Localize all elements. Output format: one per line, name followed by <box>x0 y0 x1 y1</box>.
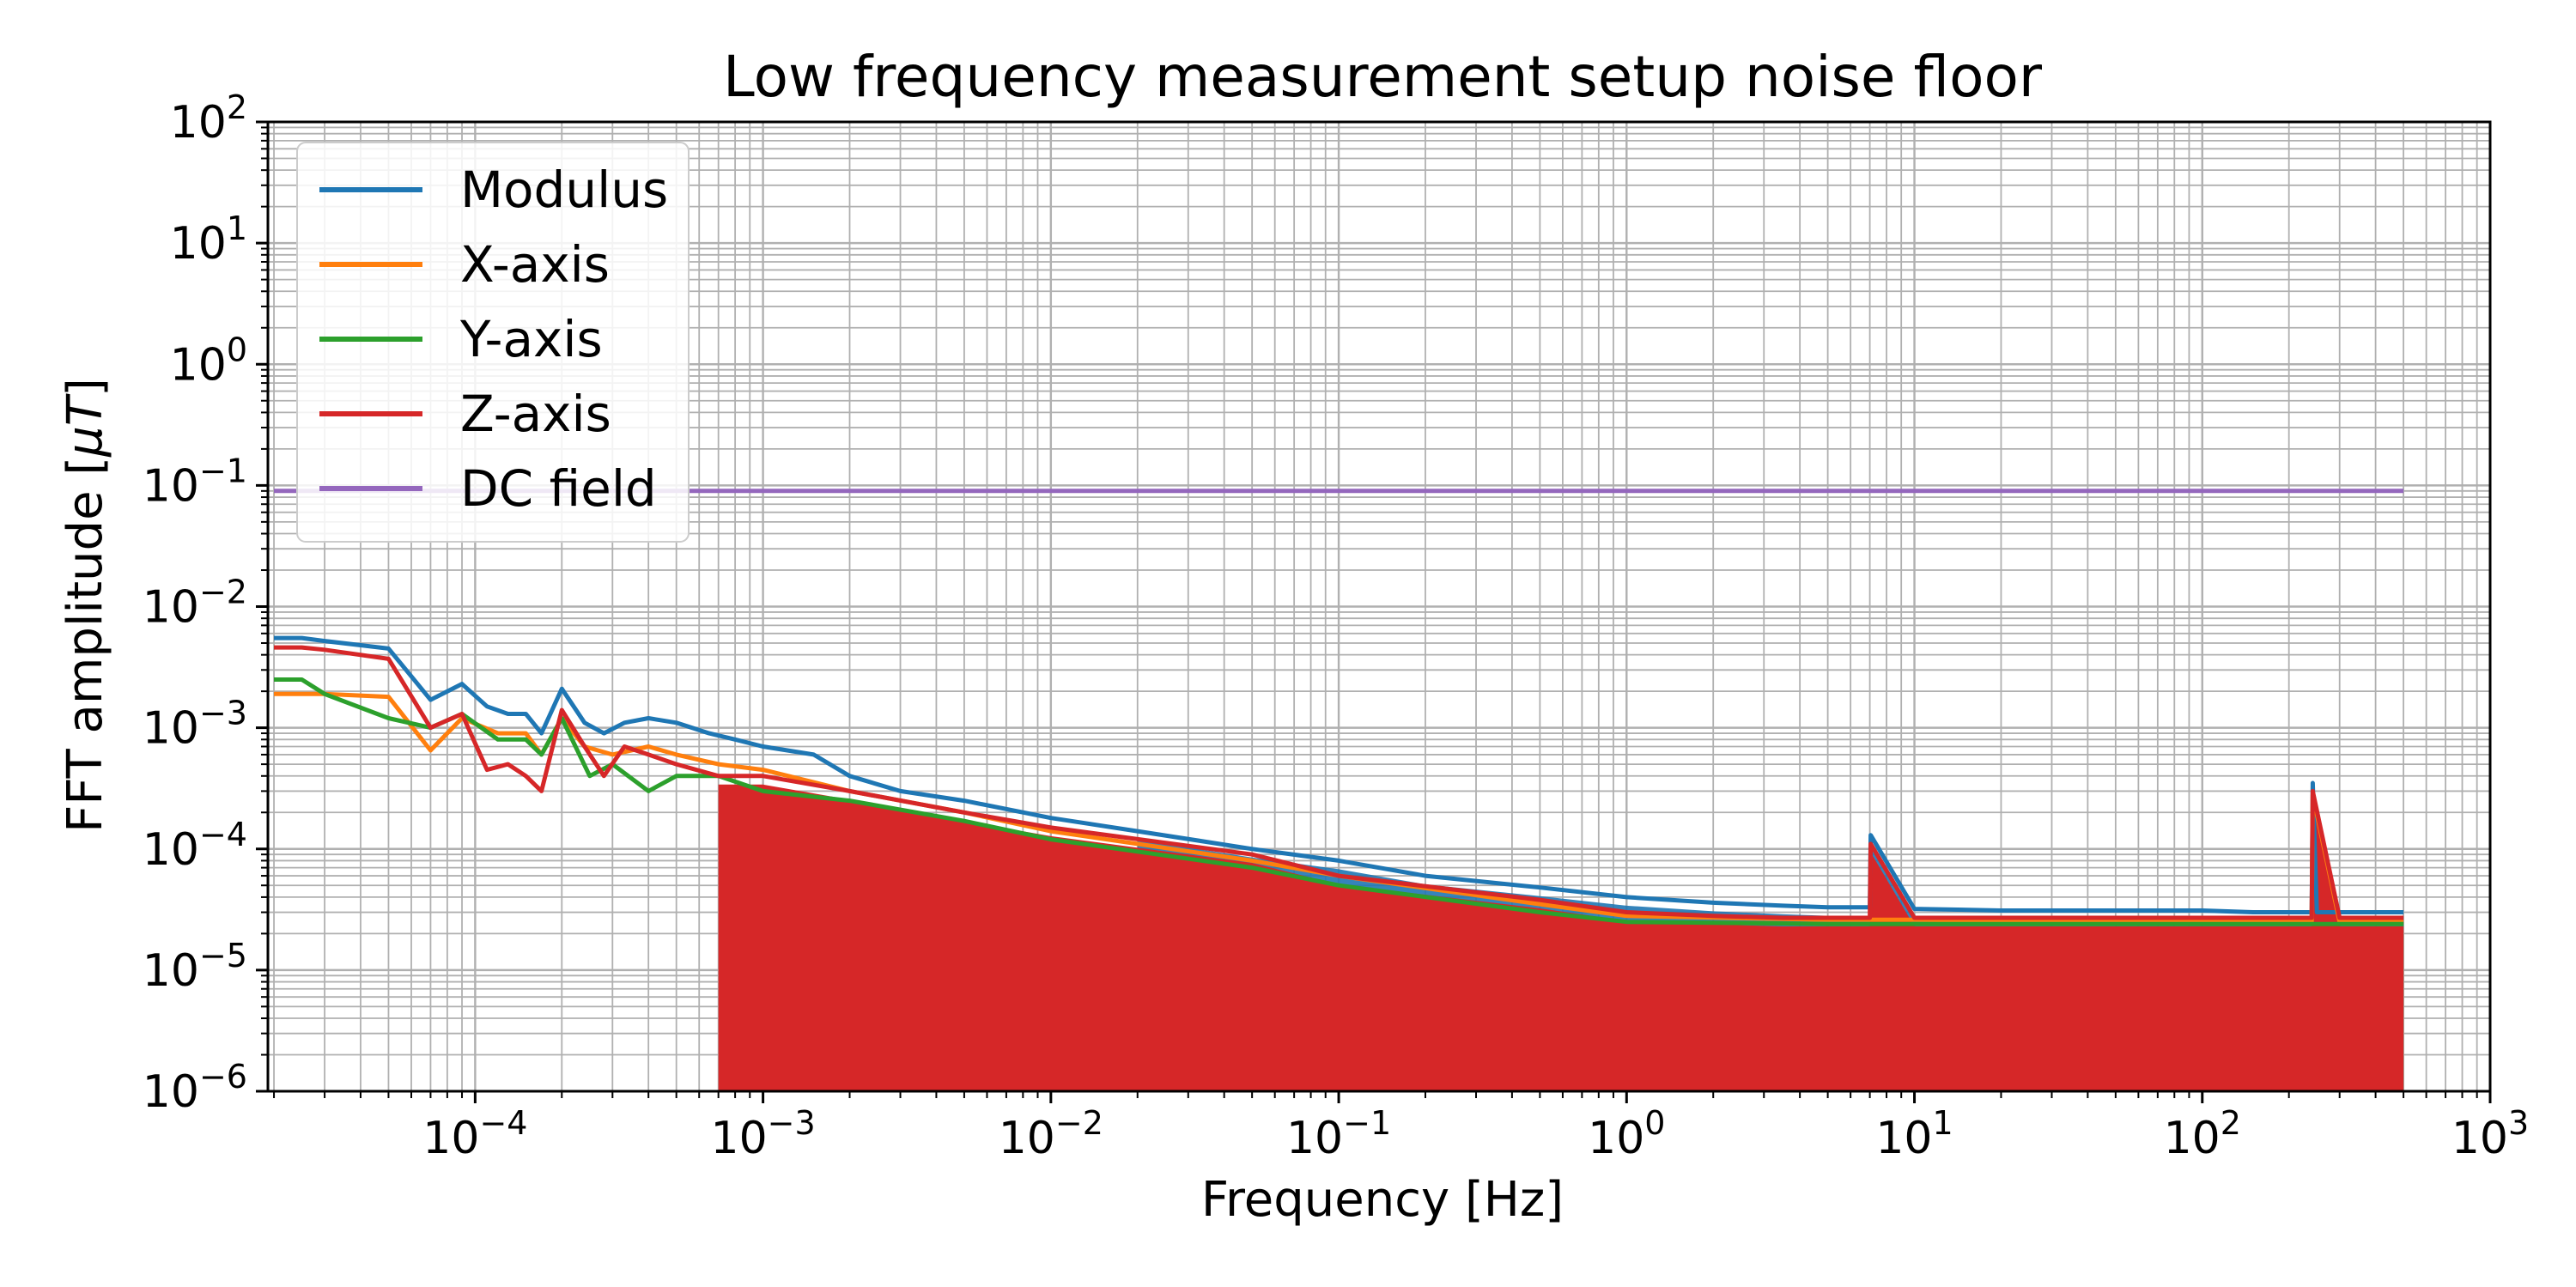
y-tick-exponent: −4 <box>199 816 247 853</box>
series-line-x-axis <box>274 691 2404 925</box>
noise-fill-layer <box>718 784 2404 1091</box>
legend-label-dc-field: DC field <box>460 459 657 518</box>
y-tick-base: 10 <box>143 824 199 876</box>
x-tick-base: 10 <box>1588 1113 1644 1164</box>
x-tick-label: 10−1 <box>1286 1104 1391 1164</box>
y-tick-exponent: −5 <box>199 937 247 974</box>
legend-label-x-axis: X-axis <box>460 235 610 294</box>
y-tick-exponent: −3 <box>199 695 247 732</box>
x-tick-label: 10−4 <box>422 1104 527 1164</box>
chart-title: Low frequency measurement setup noise fl… <box>723 44 2043 110</box>
y-tick-base: 10 <box>143 582 199 634</box>
series-line-modulus <box>274 635 2404 914</box>
y-tick-label: 10−2 <box>143 574 247 634</box>
tick-layer: 10−4 10−3 10−2 10−1 100 101 102 10310−610−510−4… <box>143 88 2529 1164</box>
y-tick-base: 10 <box>143 460 199 512</box>
x-axis-label: Frequency [Hz] <box>1201 1172 1564 1228</box>
series-layer <box>274 489 2404 926</box>
x-tick-label: 10−2 <box>999 1104 1103 1164</box>
y-tick-exponent: 2 <box>227 88 247 126</box>
x-tick-exponent: −1 <box>1343 1104 1391 1142</box>
x-tick-exponent: 2 <box>2221 1104 2241 1142</box>
y-tick-base: 10 <box>170 218 227 270</box>
x-tick-base: 10 <box>710 1113 767 1164</box>
x-tick-label: 101 <box>1875 1104 1953 1164</box>
y-tick-base: 10 <box>143 703 199 755</box>
x-tick-label: 10−3 <box>710 1104 815 1164</box>
legend-box <box>296 142 690 543</box>
x-tick-exponent: −3 <box>768 1104 816 1142</box>
x-tick-exponent: 3 <box>2508 1104 2529 1142</box>
legend-label-y-axis: Y-axis <box>459 310 603 368</box>
x-tick-exponent: 1 <box>1933 1104 1953 1142</box>
y-tick-label: 10−3 <box>143 695 247 755</box>
y-axis-label-unit: μT <box>58 393 113 458</box>
y-axis-label-prefix: FFT amplitude [ <box>58 457 113 833</box>
x-tick-base: 10 <box>2451 1113 2508 1164</box>
y-tick-exponent: −2 <box>199 574 247 611</box>
y-tick-label: 10−4 <box>143 816 247 876</box>
y-tick-base: 10 <box>143 945 199 997</box>
legend-label-z-axis: Z-axis <box>460 385 611 443</box>
legend: Modulus X-axis Y-axis Z-axis DC field <box>296 142 690 543</box>
x-tick-label: 102 <box>2164 1104 2241 1164</box>
y-tick-label: 10−1 <box>143 452 247 512</box>
x-tick-base: 10 <box>999 1113 1055 1164</box>
y-tick-exponent: −1 <box>199 452 247 489</box>
y-tick-label: 10−5 <box>143 937 247 997</box>
x-tick-base: 10 <box>1875 1113 1932 1164</box>
y-tick-label: 10−6 <box>143 1058 247 1118</box>
y-tick-label: 102 <box>170 88 247 149</box>
y-tick-exponent: −6 <box>199 1058 247 1096</box>
noise-fill-z-axis <box>718 784 2404 1091</box>
y-tick-base: 10 <box>143 1066 199 1118</box>
y-axis-label-suffix: ] <box>58 378 113 397</box>
x-tick-base: 10 <box>2164 1113 2221 1164</box>
x-tick-base: 10 <box>422 1113 479 1164</box>
y-tick-exponent: 1 <box>227 209 247 247</box>
y-tick-label: 101 <box>170 209 247 270</box>
y-tick-exponent: 0 <box>227 331 247 368</box>
y-tick-base: 10 <box>170 97 227 149</box>
x-tick-base: 10 <box>1286 1113 1343 1164</box>
x-tick-label: 103 <box>2451 1104 2529 1164</box>
x-tick-exponent: −2 <box>1055 1104 1103 1142</box>
x-tick-exponent: −4 <box>479 1104 527 1142</box>
legend-label-modulus: Modulus <box>460 161 668 219</box>
y-axis-label: FFT amplitude [μT] <box>58 378 113 833</box>
y-tick-label: 100 <box>170 331 247 391</box>
y-tick-base: 10 <box>170 339 227 391</box>
x-tick-exponent: 0 <box>1644 1104 1665 1142</box>
series-line-z-axis <box>274 645 2404 920</box>
x-tick-label: 100 <box>1588 1104 1665 1164</box>
